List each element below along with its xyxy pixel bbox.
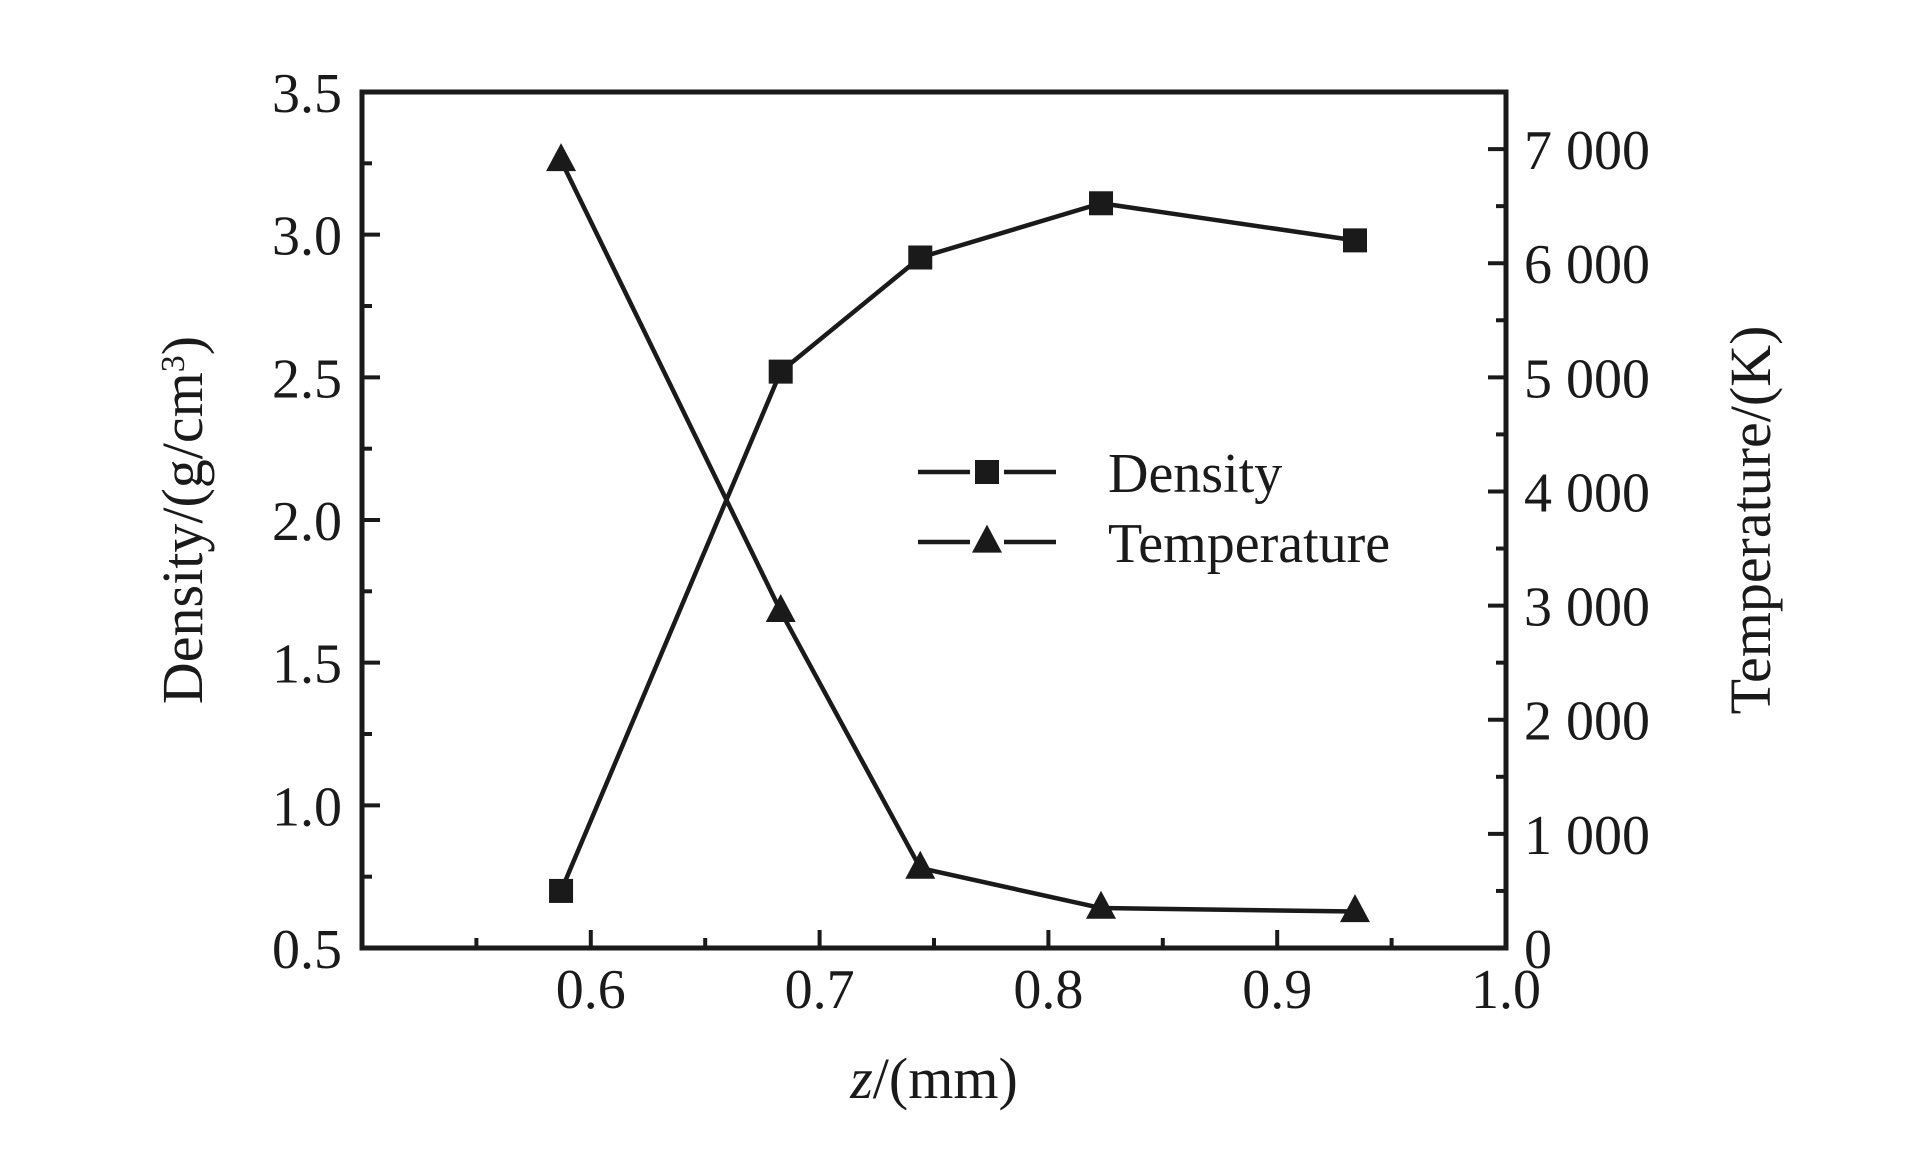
- x-axis-variable: z: [849, 1046, 873, 1111]
- x-tick-label: 1.0: [1471, 959, 1541, 1021]
- right-y-tick-label: 6 000: [1524, 234, 1650, 296]
- right-y-tick-label: 7 000: [1524, 120, 1650, 182]
- right-y-axis-ticks: 0 1 000 2 000 3 000 4 000 5 000 6 000 7 000: [1488, 120, 1650, 981]
- right-y-axis-title: Temperature/(K): [1718, 326, 1783, 715]
- left-y-axis-close: ): [150, 336, 215, 355]
- left-y-axis-title: Density/(g/cm3): [150, 336, 215, 704]
- series-layer: [546, 143, 1370, 923]
- temperature-point: [1086, 890, 1117, 919]
- legend-item-temperature: Temperature: [918, 513, 1390, 575]
- left-y-axis-superscript: 3: [155, 355, 192, 372]
- left-y-tick-label: 1.5: [272, 634, 342, 696]
- legend-item-density: Density: [918, 443, 1282, 505]
- x-axis-unit: /(mm): [873, 1046, 1018, 1111]
- left-y-tick-label: 3.5: [272, 63, 342, 125]
- temperature-point: [546, 143, 577, 172]
- left-y-tick-label: 1.0: [272, 776, 342, 838]
- density-point: [768, 359, 793, 384]
- temperature-point: [1339, 894, 1370, 923]
- x-tick-label: 0.9: [1242, 959, 1312, 1021]
- density-point: [549, 878, 574, 903]
- right-y-tick-label: 2 000: [1524, 691, 1650, 753]
- left-y-tick-label: 0.5: [272, 919, 342, 981]
- legend-triangle-icon: [972, 524, 1002, 553]
- density-point: [1342, 228, 1367, 253]
- right-y-tick-label: 5 000: [1524, 348, 1650, 410]
- temperature-series: [546, 143, 1370, 923]
- legend-square-icon: [975, 460, 999, 484]
- right-y-tick-label: 1 000: [1524, 805, 1650, 867]
- left-y-tick-label: 2.0: [272, 491, 342, 553]
- right-y-tick-label: 3 000: [1524, 577, 1650, 639]
- left-y-axis-ticks: 0.5 1.0 1.5 2.0 2.5 3.0 3.5: [272, 63, 380, 981]
- legend: Density Temperature: [918, 443, 1390, 575]
- x-tick-label: 0.7: [785, 959, 855, 1021]
- left-y-tick-label: 3.0: [272, 206, 342, 268]
- temperature-point: [765, 593, 796, 622]
- x-tick-label: 0.6: [556, 959, 626, 1021]
- left-y-axis-label: Density/(g/cm: [150, 372, 215, 704]
- density-point: [908, 245, 933, 270]
- density-point: [1089, 191, 1114, 216]
- x-axis-title: z/(mm): [849, 1046, 1018, 1111]
- right-y-tick-label: 4 000: [1524, 462, 1650, 524]
- left-y-tick-label: 2.5: [272, 348, 342, 410]
- legend-label: Density: [1108, 443, 1282, 505]
- right-y-tick-label: 0: [1524, 919, 1552, 981]
- temperature-point: [905, 850, 936, 879]
- density-series: [549, 191, 1367, 903]
- legend-label: Temperature: [1108, 513, 1390, 575]
- x-axis-ticks: 0.6 0.7 0.8 0.9 1.0: [474, 930, 1541, 1021]
- x-tick-label: 0.8: [1013, 959, 1083, 1021]
